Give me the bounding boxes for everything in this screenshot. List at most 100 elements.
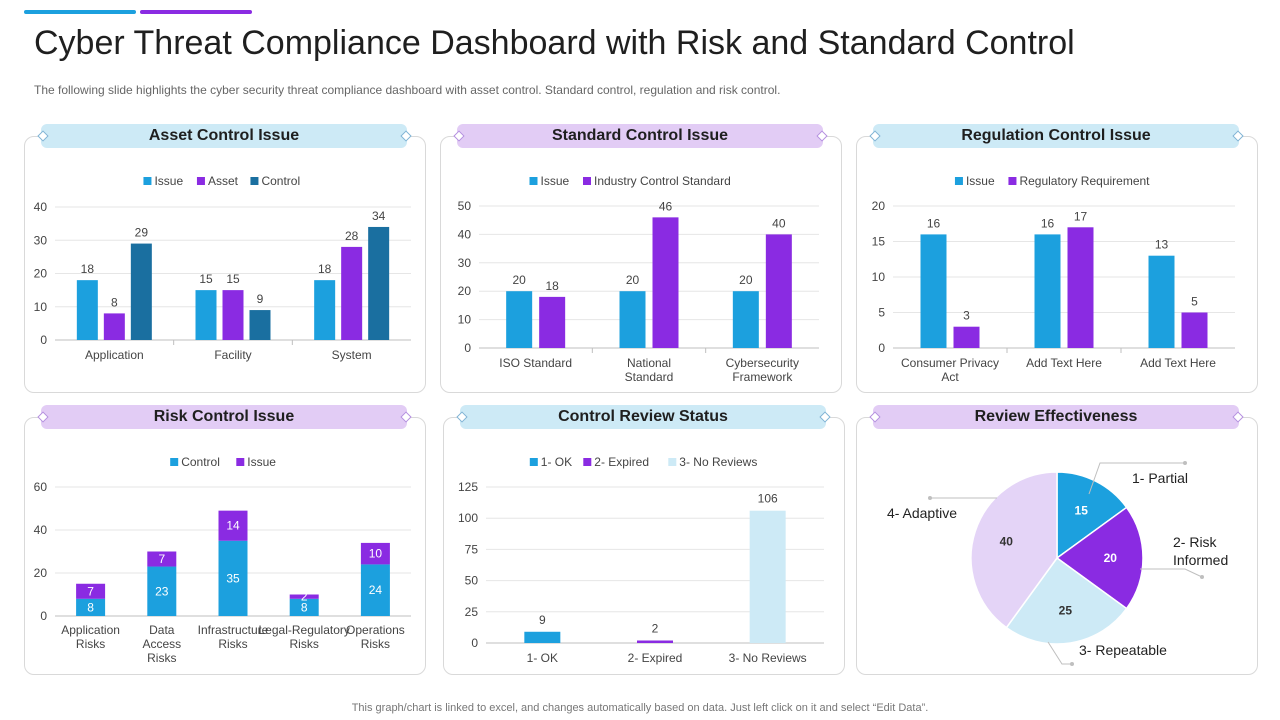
y-tick-label: 30	[34, 233, 48, 247]
data-label-issue: 10	[369, 547, 383, 561]
data-label-issue: 2	[301, 590, 308, 604]
bar-control-legal-regulatory-risks	[289, 598, 319, 616]
callout-line	[1088, 462, 1185, 495]
bar-issue-iso-standard	[506, 291, 533, 348]
x-tick-label: Framework	[732, 370, 793, 384]
callout-dot	[1070, 662, 1074, 666]
legend-label-issue: Issue	[966, 174, 995, 188]
bar-control-facility	[249, 310, 271, 340]
data-label-regulatory-requirement: 3	[963, 309, 970, 323]
legend-swatch-3-no-reviews	[668, 458, 677, 466]
callout-label-1-partial: 1- Partial	[1132, 470, 1188, 486]
data-label-issue: 13	[1155, 238, 1169, 252]
y-tick-label: 0	[464, 341, 471, 355]
bar-control-infrastructure-risks	[218, 540, 248, 616]
y-tick-label: 5	[878, 306, 885, 320]
y-tick-label: 100	[458, 511, 478, 525]
data-label-issue: 20	[626, 273, 640, 287]
y-tick-label: 20	[34, 267, 48, 281]
data-label-issue: 20	[739, 273, 753, 287]
y-tick-label: 50	[465, 574, 479, 588]
x-tick-label: Application	[61, 623, 120, 637]
x-tick-label: Facility	[214, 348, 251, 362]
review-panel-title: Control Review Status	[460, 405, 826, 429]
page-subtitle: The following slide highlights the cyber…	[34, 83, 781, 97]
x-tick-label: Risks	[290, 637, 319, 651]
x-tick-label: Application	[85, 348, 144, 362]
bar-control-data-access-risks	[147, 566, 177, 616]
bar-issue-add-text-here	[1148, 255, 1175, 348]
y-tick-label: 60	[34, 480, 48, 494]
footer-note: This graph/chart is linked to excel, and…	[351, 702, 929, 714]
y-tick-label: 10	[458, 313, 472, 327]
legend-swatch-industry-control-standard	[583, 177, 591, 185]
legend-swatch-issue	[954, 177, 963, 185]
regulation-chart[interactable]: Issue Regulatory Requirement 0 5 10 15 20 16 3 Co…	[857, 165, 1255, 390]
asset-panel-title: Asset Control Issue	[41, 124, 407, 148]
legend-swatch-2-expired	[583, 458, 592, 466]
review-chart[interactable]: 1- OK 2- Expired 3- No Reviews 0 25 50 75 100 12…	[444, 446, 842, 672]
y-tick-label: 30	[458, 256, 472, 270]
data-label-control: 8	[301, 600, 308, 614]
data-label-control: 35	[226, 571, 240, 585]
legend-swatch-issue	[236, 458, 245, 466]
data-label: 106	[758, 492, 778, 506]
data-label-industry-control-standard: 40	[772, 216, 786, 230]
legend-swatch-asset	[196, 177, 205, 185]
bar-control-operations-risks	[360, 564, 390, 616]
data-label-control: 8	[87, 600, 94, 614]
risk-panel-title: Risk Control Issue	[41, 405, 407, 429]
callout-dot	[928, 496, 932, 500]
legend-swatch-control	[170, 458, 179, 466]
risk-chart[interactable]: Control Issue020406087ApplicationRisks237…	[25, 446, 423, 672]
accent-bar-blue	[24, 10, 136, 14]
legend-label-control: Control	[181, 455, 220, 469]
regulation-panel-title: Regulation Control Issue	[873, 124, 1239, 148]
y-tick-label: 0	[878, 341, 885, 355]
legend-swatch-issue	[529, 177, 538, 185]
data-label-asset: 8	[111, 295, 118, 309]
data-label-regulatory-requirement: 5	[1191, 295, 1198, 309]
standard-panel-title: Standard Control Issue	[457, 124, 823, 148]
bar-control-system	[368, 226, 390, 340]
x-tick-label: Legal-Regulatory	[259, 623, 350, 637]
y-tick-label: 0	[40, 333, 47, 347]
callout-label-line: Informed	[1173, 552, 1228, 568]
bar-issue-consumer-privacy-act	[920, 234, 947, 348]
pie-value-label: 25	[1059, 604, 1073, 618]
callout-line	[1140, 568, 1203, 578]
legend-label-issue: Issue	[247, 455, 276, 469]
y-tick-label: 75	[465, 542, 479, 556]
legend-label-asset: Asset	[208, 174, 239, 188]
data-label-regulatory-requirement: 17	[1074, 209, 1088, 223]
x-tick-label: 2- Expired	[628, 651, 683, 665]
bar-industry-control-standard-iso-standard	[539, 296, 566, 348]
pie-slice-2-risk-informed	[1055, 506, 1144, 610]
legend-label-control: Control	[261, 174, 300, 188]
pie-value-label: 20	[1104, 551, 1118, 565]
bar-asset-system	[341, 246, 363, 340]
data-label-control: 23	[155, 584, 169, 598]
y-tick-label: 125	[458, 480, 478, 494]
x-tick-label: Operations	[346, 623, 405, 637]
data-label-issue: 16	[927, 216, 941, 230]
data-label: 2	[652, 622, 659, 636]
asset-chart[interactable]: Issue Asset Control 0 10 20 30 40 18 8 29 Applicati…	[25, 165, 423, 390]
data-label-issue: 7	[158, 552, 165, 566]
bar-issue-facility	[195, 290, 217, 340]
callout-label-line: 3- Repeatable	[1079, 642, 1167, 658]
bar-regulatory-requirement-add-text-here	[1181, 312, 1208, 348]
legend-label-2-expired: 2- Expired	[594, 455, 649, 469]
bar-regulatory-requirement-add-text-here	[1067, 227, 1094, 348]
legend-swatch-control	[250, 177, 259, 185]
pie-value-label: 15	[1075, 503, 1089, 517]
bar-regulatory-requirement-consumer-privacy-act	[953, 326, 980, 348]
effectiveness-chart[interactable]: 15 1- Partial 20 2- Risk Informed 25 3- Repeat…	[857, 432, 1255, 672]
x-tick-label: 1- OK	[527, 651, 558, 665]
data-label-issue: 18	[318, 262, 332, 276]
bar-2-expired	[637, 640, 673, 643]
effectiveness-panel-title: Review Effectiveness	[873, 405, 1239, 429]
standard-chart[interactable]: Issue Industry Control Standard 0 10 20 30 40 5…	[441, 165, 839, 390]
bar-issue-national-standard	[619, 291, 646, 348]
x-tick-label: Consumer Privacy	[901, 356, 999, 370]
